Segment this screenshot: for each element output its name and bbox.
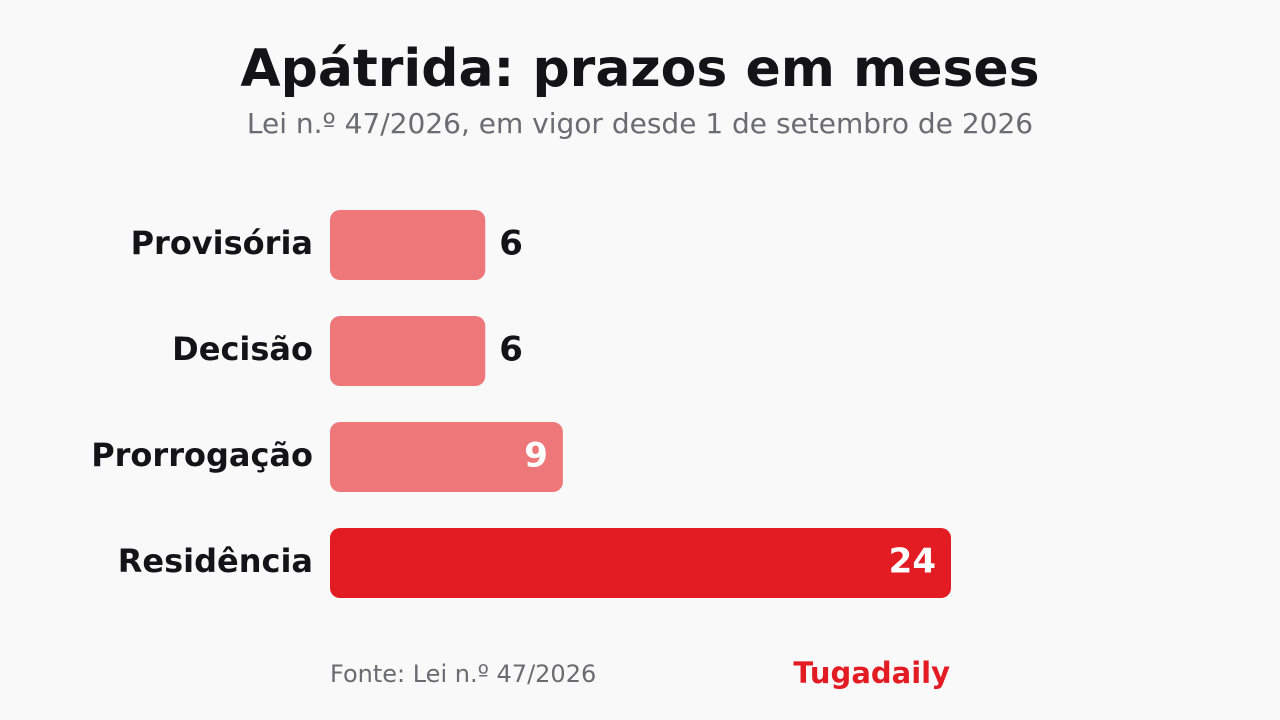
category-label: Decisão bbox=[172, 330, 313, 368]
source-note: Fonte: Lei n.º 47/2026 bbox=[330, 660, 596, 688]
category-label: Residência bbox=[118, 542, 313, 580]
bar bbox=[330, 422, 563, 492]
bar bbox=[330, 210, 486, 280]
bar bbox=[330, 316, 486, 386]
value-label: 24 bbox=[889, 542, 936, 582]
category-label: Provisória bbox=[131, 224, 313, 262]
value-label: 9 bbox=[524, 436, 548, 476]
chart-subtitle: Lei n.º 47/2026, em vigor desde 1 de set… bbox=[247, 107, 1033, 140]
value-label: 6 bbox=[499, 330, 523, 370]
brand: Tugadaily bbox=[793, 656, 950, 690]
value-label: 6 bbox=[499, 224, 523, 264]
chart-title: Apátrida: prazos em meses bbox=[240, 39, 1039, 99]
bar bbox=[330, 528, 951, 598]
category-label: Prorrogação bbox=[91, 436, 313, 474]
